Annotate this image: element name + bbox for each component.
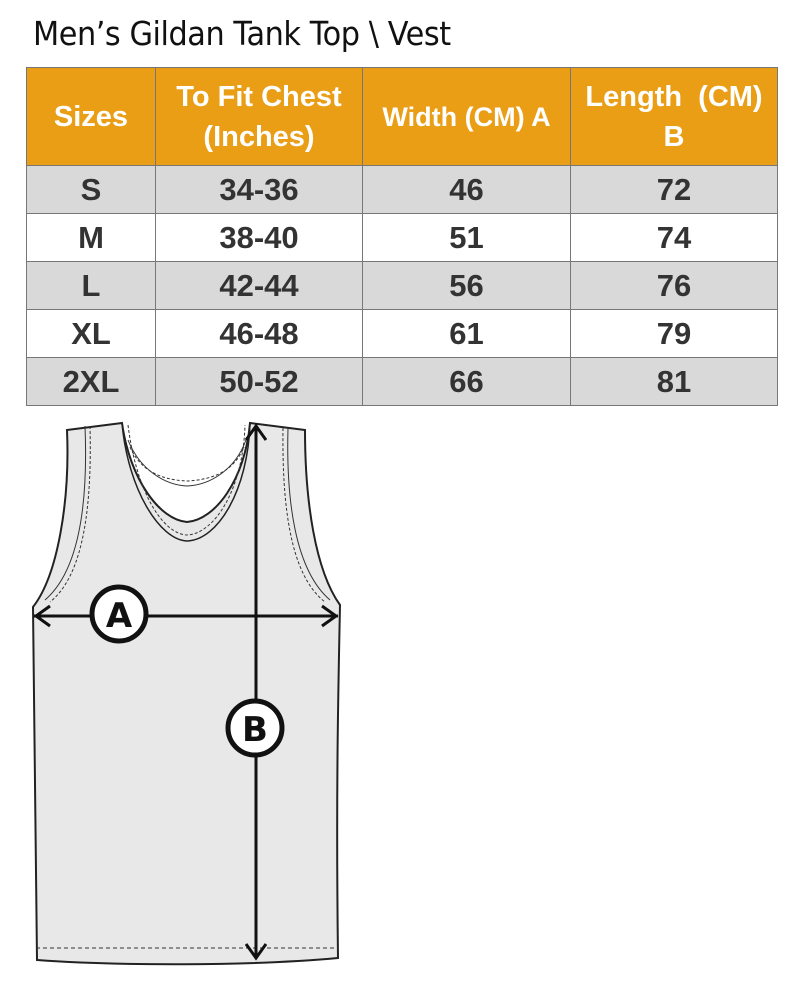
cell-chest: 50-52 [155, 357, 363, 406]
cell-chest: 38-40 [155, 213, 363, 262]
header-width: Width (CM) A [362, 67, 571, 166]
label-b: B [242, 710, 268, 750]
cell-width: 46 [362, 165, 571, 214]
cell-chest: 42-44 [155, 261, 363, 310]
cell-size: L [26, 261, 156, 310]
cell-chest: 34-36 [155, 165, 363, 214]
header-length: Length (CM) B [570, 67, 778, 166]
cell-length: 81 [570, 357, 778, 406]
width-arrow-a: A [33, 584, 339, 644]
cell-size: 2XL [26, 357, 156, 406]
cell-length: 74 [570, 213, 778, 262]
cell-size: S [26, 165, 156, 214]
tank-top-outline [31, 421, 342, 966]
size-table: Sizes To Fit Chest (Inches) Width (CM) A… [26, 67, 778, 406]
cell-length: 79 [570, 309, 778, 358]
cell-size: M [26, 213, 156, 262]
table-row: 2XL 50-52 66 81 [26, 357, 778, 406]
table-row: S 34-36 46 72 [26, 165, 778, 214]
header-sizes: Sizes [26, 67, 156, 166]
cell-size: XL [26, 309, 156, 358]
label-a: A [106, 596, 133, 636]
table-row: L 42-44 56 76 [26, 261, 778, 310]
page-title: Men’s Gildan Tank Top \ Vest [33, 14, 451, 53]
length-arrow-b: B [225, 423, 285, 961]
cell-length: 72 [570, 165, 778, 214]
header-chest: To Fit Chest (Inches) [155, 67, 363, 166]
cell-width: 56 [362, 261, 571, 310]
table-row: M 38-40 51 74 [26, 213, 778, 262]
cell-width: 51 [362, 213, 571, 262]
table-row: XL 46-48 61 79 [26, 309, 778, 358]
cell-length: 76 [570, 261, 778, 310]
table-header-row: Sizes To Fit Chest (Inches) Width (CM) A… [26, 67, 778, 166]
cell-width: 66 [362, 357, 571, 406]
